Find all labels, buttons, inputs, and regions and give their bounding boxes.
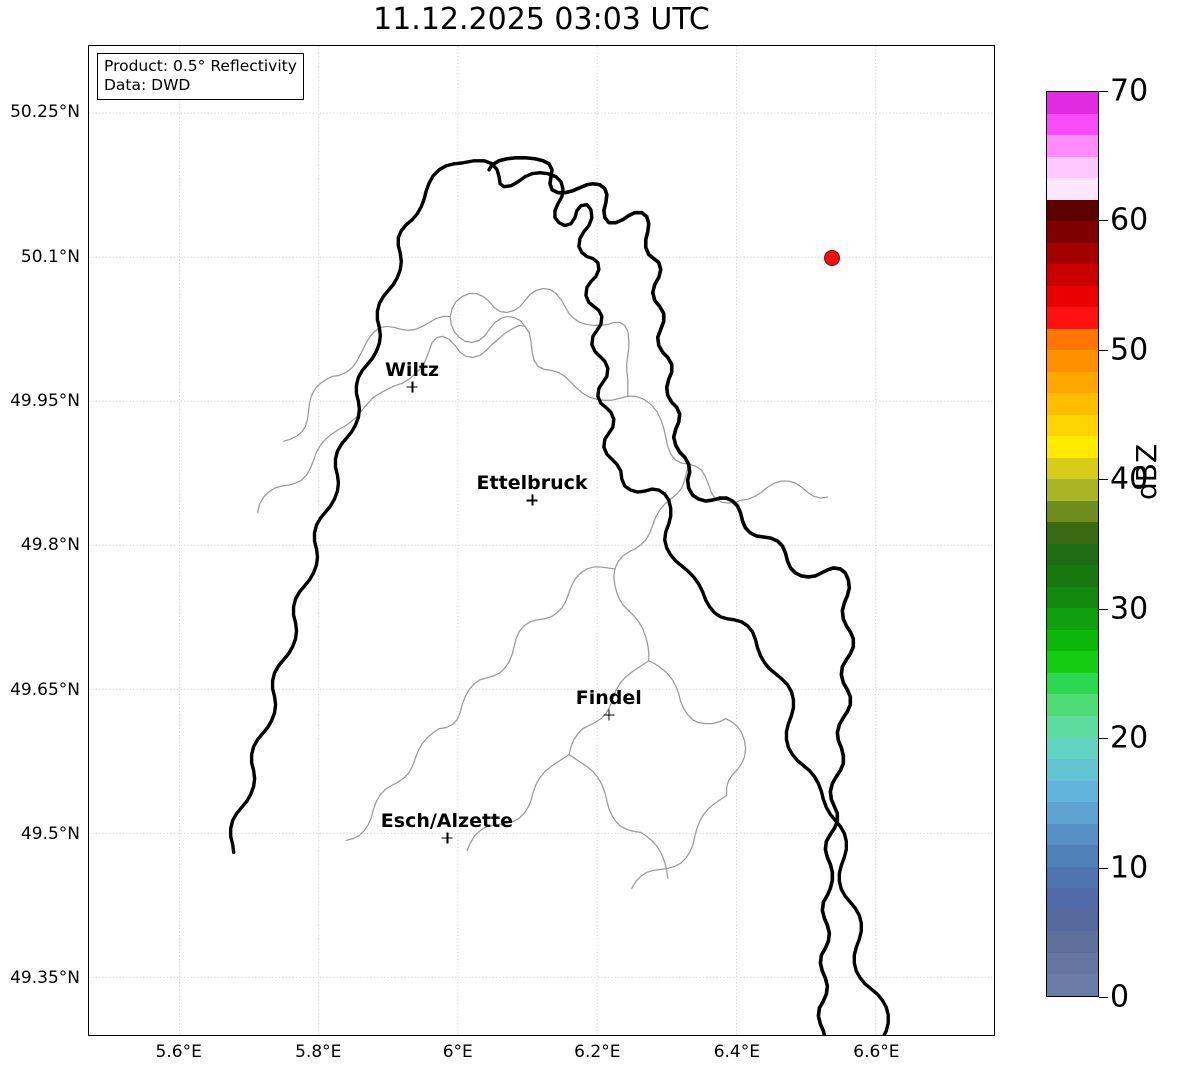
info-data-line: Data: DWD	[104, 75, 191, 94]
colorbar-tick-mark	[1099, 867, 1108, 869]
colorbar-band	[1047, 500, 1098, 523]
colorbar-tick-mark	[1099, 220, 1108, 222]
x-tick-label: 6°E	[442, 1042, 473, 1062]
colorbar-band	[1047, 694, 1098, 716]
colorbar-band	[1047, 522, 1098, 544]
colorbar-tick-label: 40	[1110, 461, 1149, 497]
colorbar-band	[1047, 135, 1098, 157]
city-label: Esch/Alzette	[380, 809, 514, 832]
city-label: Wiltz	[384, 358, 440, 381]
colorbar-band	[1047, 974, 1098, 996]
country-borders	[228, 159, 890, 1035]
y-tick-label: 50.25°N	[10, 102, 80, 123]
colorbar-band	[1047, 92, 1098, 114]
y-tick-label: 49.35°N	[10, 968, 80, 989]
city-marker-icon	[441, 832, 453, 844]
info-product-line: Product: 0.5° Reflectivity	[104, 57, 297, 75]
colorbar-tick-mark	[1099, 91, 1108, 92]
city-marker-icon	[526, 494, 538, 506]
y-tick-label: 49.5°N	[20, 823, 80, 844]
colorbar-band	[1047, 479, 1098, 501]
city-label: Ettelbruck	[476, 472, 588, 495]
colorbar-band	[1047, 414, 1098, 437]
colorbar-band	[1047, 156, 1098, 179]
colorbar-band	[1047, 866, 1098, 889]
colorbar-band	[1047, 199, 1098, 222]
colorbar-band	[1047, 285, 1098, 308]
colorbar-band	[1047, 328, 1098, 351]
colorbar-band	[1047, 457, 1098, 480]
colorbar-axis-label: dBZ	[1130, 443, 1163, 500]
colorbar-band	[1047, 888, 1098, 910]
colorbar-band	[1047, 436, 1098, 458]
colorbar-band	[1047, 113, 1098, 136]
colorbar-band	[1047, 802, 1098, 824]
x-tick-label: 6.2°E	[574, 1042, 621, 1062]
colorbar-tick-label: 0	[1110, 979, 1130, 1015]
colorbar-band	[1047, 307, 1098, 329]
colorbar-band	[1047, 371, 1098, 394]
colorbar-tick-mark	[1099, 349, 1108, 351]
city-marker-icon	[406, 381, 418, 393]
colorbar-tick-mark	[1099, 738, 1108, 740]
x-tick-label: 5.8°E	[295, 1042, 342, 1062]
y-tick-label: 49.8°N	[20, 535, 80, 556]
colorbar-band	[1047, 715, 1098, 738]
y-tick-label: 50.1°N	[20, 246, 80, 267]
colorbar-band	[1047, 350, 1098, 372]
colorbar-tick-label: 70	[1110, 73, 1149, 109]
colorbar-band	[1047, 242, 1098, 265]
colorbar-gradient	[1047, 92, 1098, 996]
colorbar-tick-mark	[1099, 997, 1108, 998]
x-tick-label: 6.4°E	[713, 1042, 760, 1062]
internal-boundaries	[257, 287, 828, 889]
colorbar-band	[1047, 931, 1098, 953]
luxembourg-outline	[487, 155, 856, 1035]
graticule-gridlines	[89, 46, 994, 1035]
colorbar-band	[1047, 221, 1098, 243]
colorbar-tick-label: 10	[1110, 850, 1149, 886]
colorbar-tick-mark	[1099, 479, 1108, 481]
y-tick-label: 49.95°N	[10, 390, 80, 411]
colorbar-tick-label: 60	[1110, 202, 1149, 238]
colorbar-band	[1047, 672, 1098, 695]
colorbar-band	[1047, 780, 1098, 803]
y-tick-label: 49.65°N	[10, 679, 80, 700]
x-tick-label: 5.6°E	[155, 1042, 202, 1062]
colorbar-band	[1047, 823, 1098, 846]
colorbar-tick-label: 50	[1110, 332, 1149, 368]
map-plot-area[interactable]: Product: 0.5° Reflectivity Data: DWD Wil…	[88, 45, 995, 1036]
colorbar-band	[1047, 952, 1098, 975]
colorbar-band	[1047, 565, 1098, 587]
colorbar-band	[1047, 758, 1098, 781]
info-box: Product: 0.5° Reflectivity Data: DWD	[97, 53, 304, 100]
x-tick-label: 6.6°E	[853, 1042, 900, 1062]
colorbar-band	[1047, 543, 1098, 566]
colorbar-band	[1047, 845, 1098, 867]
colorbar-tick-mark	[1099, 608, 1108, 610]
colorbar-band	[1047, 586, 1098, 609]
colorbar-band	[1047, 393, 1098, 415]
colorbar-tick-label: 20	[1110, 720, 1149, 756]
city-marker-icon	[603, 709, 615, 721]
colorbar-band	[1047, 651, 1098, 673]
map-canvas	[89, 46, 994, 1035]
page-title: 11.12.2025 03:03 UTC	[373, 2, 710, 37]
radar-echo-dot	[824, 249, 841, 266]
colorbar-band	[1047, 909, 1098, 932]
colorbar[interactable]	[1046, 91, 1099, 997]
colorbar-band	[1047, 264, 1098, 286]
city-label: Findel	[575, 686, 642, 709]
colorbar-band	[1047, 178, 1098, 200]
colorbar-band	[1047, 737, 1098, 759]
colorbar-tick-label: 30	[1110, 591, 1149, 627]
colorbar-band	[1047, 629, 1098, 652]
colorbar-band	[1047, 608, 1098, 630]
